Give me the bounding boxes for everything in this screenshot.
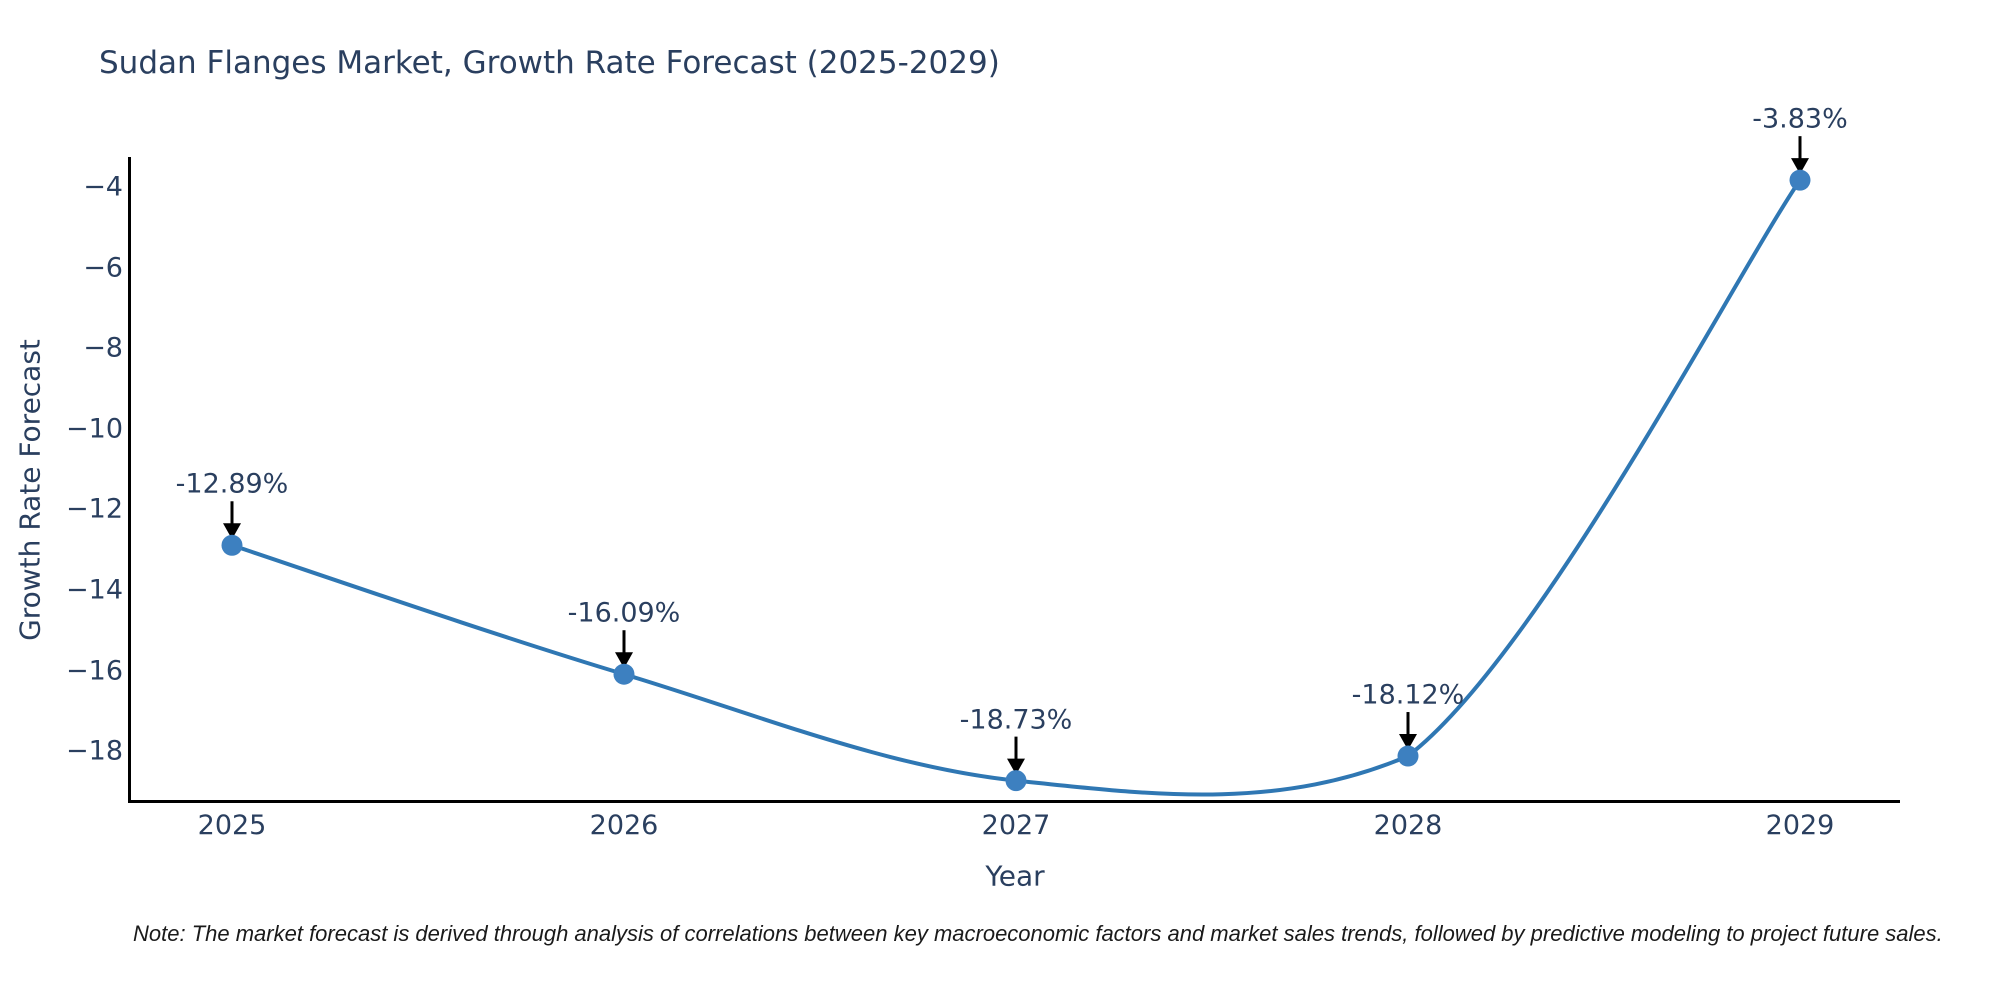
y-tick-label: −8 — [83, 332, 123, 364]
x-tick-label: 2028 — [1373, 810, 1443, 841]
chart-title: Sudan Flanges Market, Growth Rate Foreca… — [99, 45, 1000, 81]
data-point-marker — [613, 663, 635, 685]
y-tick-label: −6 — [83, 252, 123, 284]
y-tick-label: −14 — [66, 574, 123, 606]
data-point-marker — [1005, 770, 1027, 792]
y-tick-label: −10 — [66, 413, 123, 445]
data-point-markers — [221, 169, 1811, 792]
annotation-label: -18.12% — [1351, 679, 1465, 711]
annotation-label: -16.09% — [567, 597, 681, 629]
annotation-arrow-head — [1399, 734, 1417, 751]
annotation-arrow-head — [223, 523, 241, 540]
x-tick-label: 2026 — [589, 810, 659, 841]
annotation-arrows — [223, 136, 1809, 775]
y-tick-label: −4 — [83, 171, 123, 203]
data-point-marker — [1789, 169, 1811, 191]
annotation-label: -18.73% — [959, 704, 1073, 736]
annotation-arrow-head — [1791, 158, 1809, 175]
x-tick-label: 2027 — [981, 810, 1051, 841]
data-point-marker — [221, 534, 243, 556]
y-tick-label: −16 — [66, 655, 123, 687]
x-tick-label: 2025 — [197, 810, 267, 841]
y-tick-label: −12 — [66, 493, 123, 525]
annotation-label: -3.83% — [1752, 103, 1848, 135]
annotation-arrow-head — [615, 652, 633, 669]
x-tick-label: 2029 — [1765, 810, 1835, 841]
forecast-line — [230, 178, 1802, 797]
annotation-label: -12.89% — [175, 468, 289, 500]
x-axis-title: Year — [985, 859, 1045, 893]
footnote: Note: The market forecast is derived thr… — [133, 921, 1943, 946]
data-point-marker — [1397, 745, 1419, 767]
annotation-arrow-head — [1007, 758, 1025, 775]
y-tick-label: −18 — [66, 735, 123, 767]
